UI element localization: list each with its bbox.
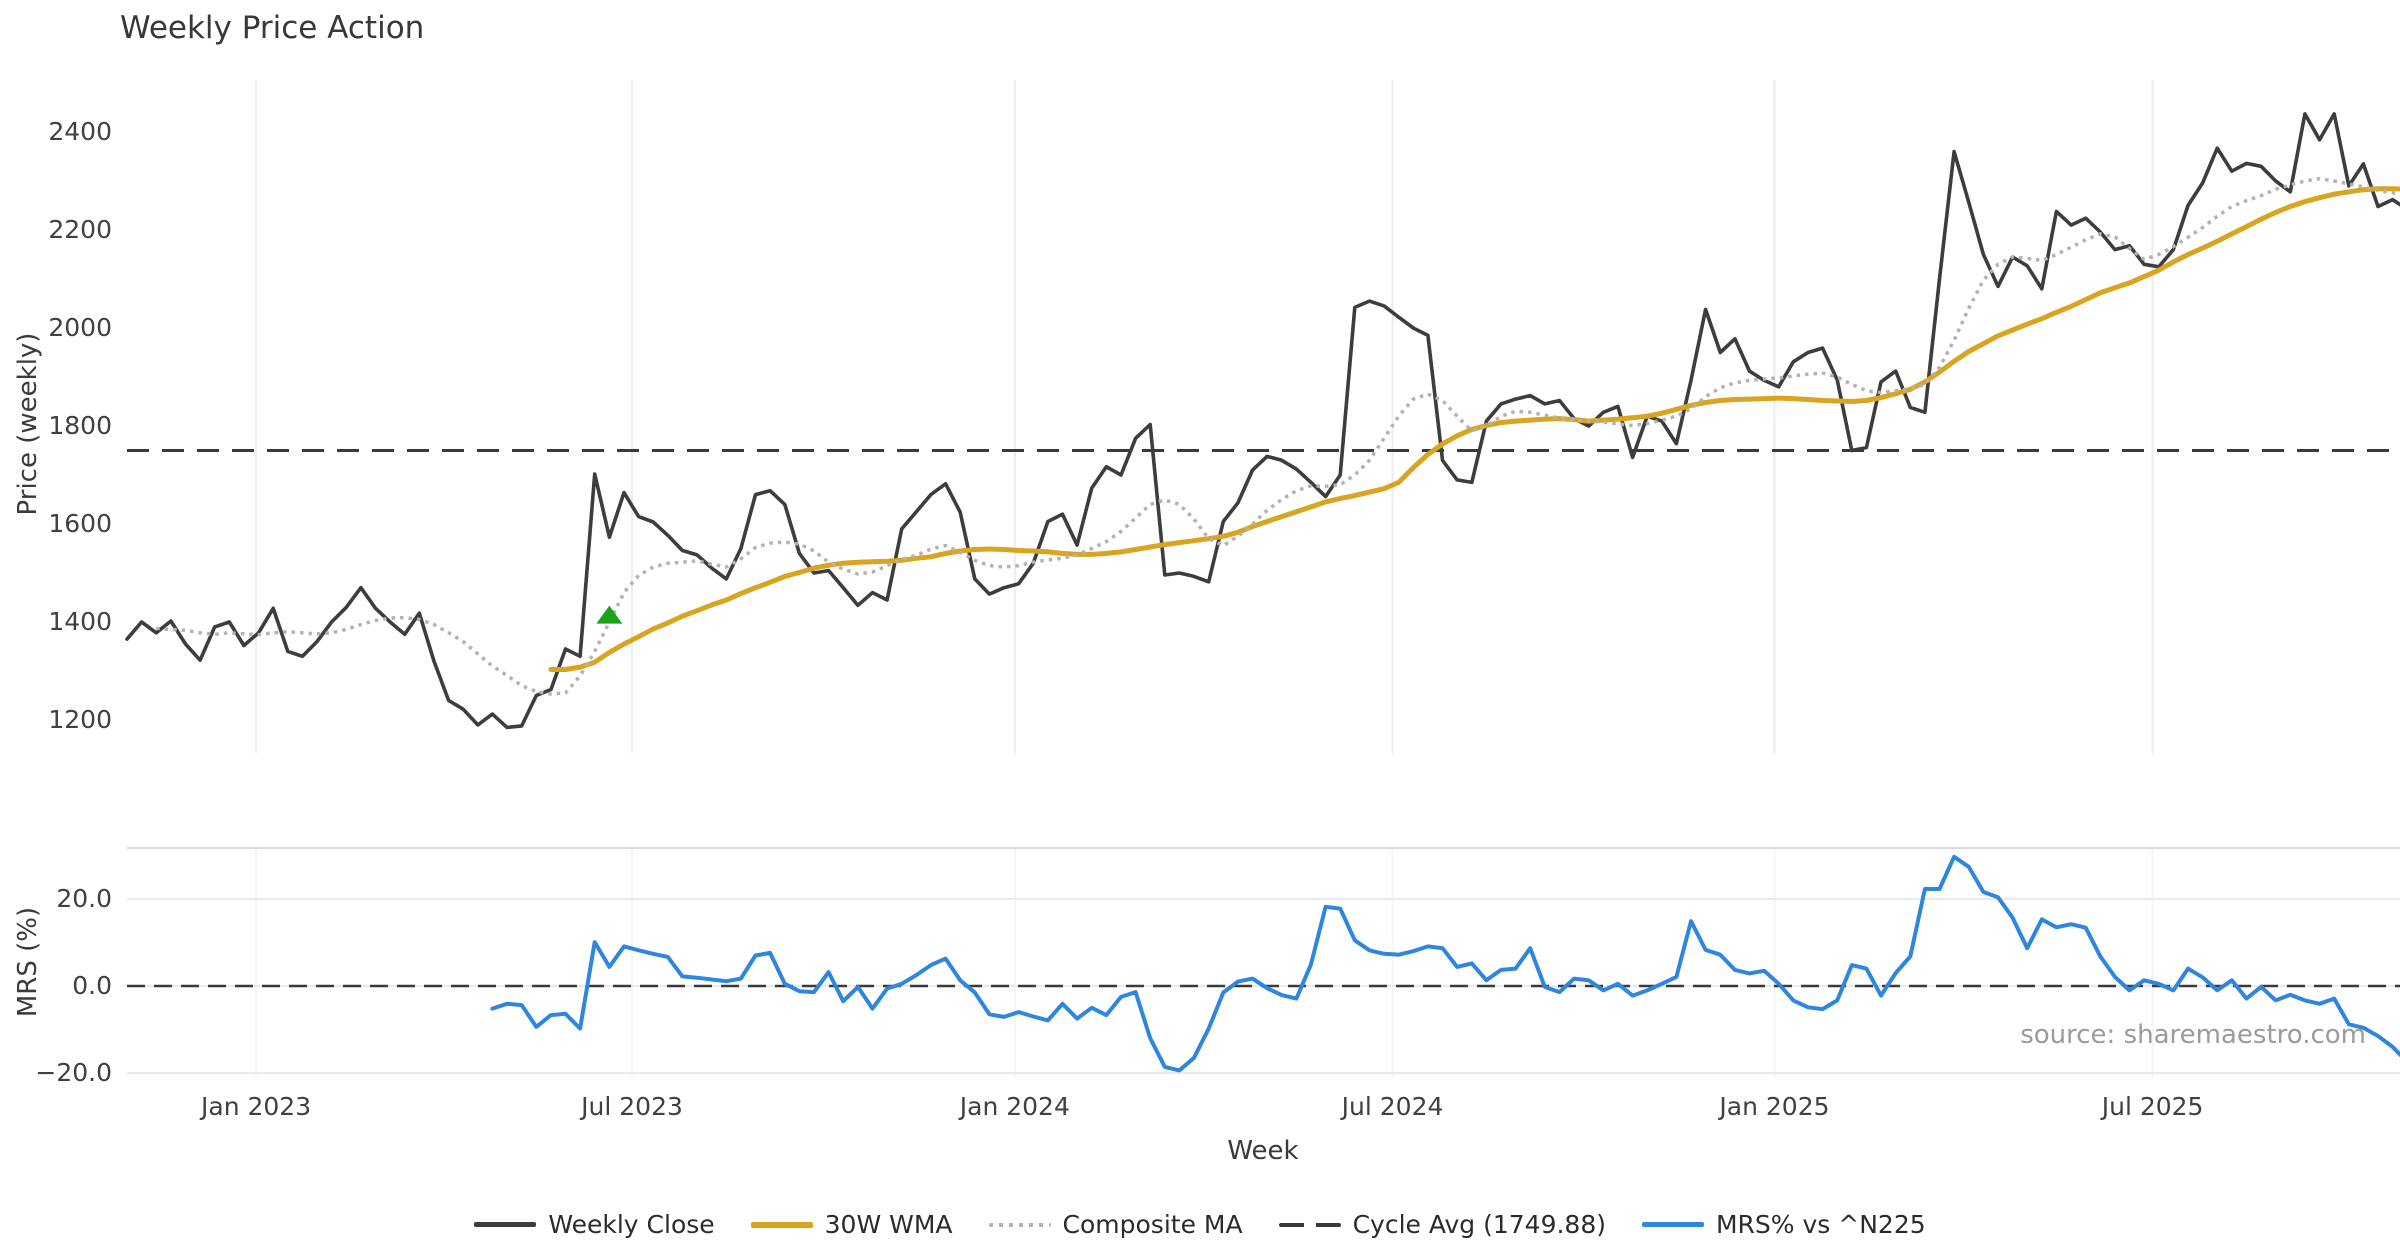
- mrs-tick-label: 20.0: [56, 884, 112, 913]
- chart-title: Weekly Price Action: [120, 10, 425, 46]
- price-tick-label: 2200: [48, 215, 112, 244]
- x-axis-label: Week: [1227, 1136, 1299, 1166]
- legend-item-weekly-close: Weekly Close: [474, 1210, 715, 1239]
- x-tick-label: Jan 2025: [1719, 1092, 1830, 1121]
- legend-item-30w-wma: 30W WMA: [750, 1210, 953, 1239]
- x-tick-label: Jul 2024: [1341, 1092, 1444, 1121]
- legend-item-mrs: MRS% vs ^N225: [1641, 1210, 1926, 1239]
- x-tick-label: Jul 2023: [581, 1092, 683, 1121]
- legend-label: Weekly Close: [548, 1210, 715, 1239]
- mrs-tick-label: −20.0: [35, 1058, 112, 1087]
- legend-label: Composite MA: [1062, 1210, 1243, 1239]
- price-tick-label: 2000: [48, 313, 112, 342]
- legend-item-cycle-avg: Cycle Avg (1749.88): [1278, 1210, 1606, 1239]
- cycle-avg-dashed-line-icon: [1278, 1222, 1341, 1227]
- mrs-axis-label: MRS (%): [13, 906, 43, 1018]
- wma-line-icon: [750, 1221, 813, 1228]
- x-tick-label: Jan 2024: [959, 1092, 1070, 1121]
- price-axis-label: Price (weekly): [13, 332, 43, 516]
- price-tick-label: 1200: [48, 705, 112, 734]
- mrs-tick-label: 0.0: [72, 971, 112, 1000]
- legend: Weekly Close 30W WMA Composite MA Cycle …: [0, 1210, 2400, 1239]
- buy-signal-marker-icon: [596, 605, 623, 624]
- series-weekly-close: [125, 112, 2400, 730]
- source-note: source: sharemaestro.com: [2020, 1020, 2366, 1050]
- series-composite-ma: [156, 176, 2400, 696]
- mrs-line-icon: [1641, 1222, 1704, 1227]
- x-tick-label: Jan 2023: [201, 1092, 312, 1121]
- composite-ma-dotted-line-icon: [988, 1222, 1051, 1227]
- series-mrs-vs-n225: [490, 854, 2400, 1073]
- series-30w-wma: [548, 186, 2400, 672]
- legend-label: MRS% vs ^N225: [1715, 1210, 1926, 1239]
- legend-label: 30W WMA: [824, 1210, 953, 1239]
- price-tick-label: 1400: [48, 607, 112, 636]
- x-tick-label: Jul 2025: [2101, 1092, 2204, 1121]
- price-tick-label: 1600: [48, 509, 112, 538]
- legend-item-composite-ma: Composite MA: [988, 1210, 1243, 1239]
- price-tick-label: 2400: [48, 117, 112, 146]
- price-tick-label: 1800: [48, 411, 112, 440]
- weekly-close-line-icon: [474, 1222, 537, 1227]
- legend-label: Cycle Avg (1749.88): [1352, 1210, 1606, 1239]
